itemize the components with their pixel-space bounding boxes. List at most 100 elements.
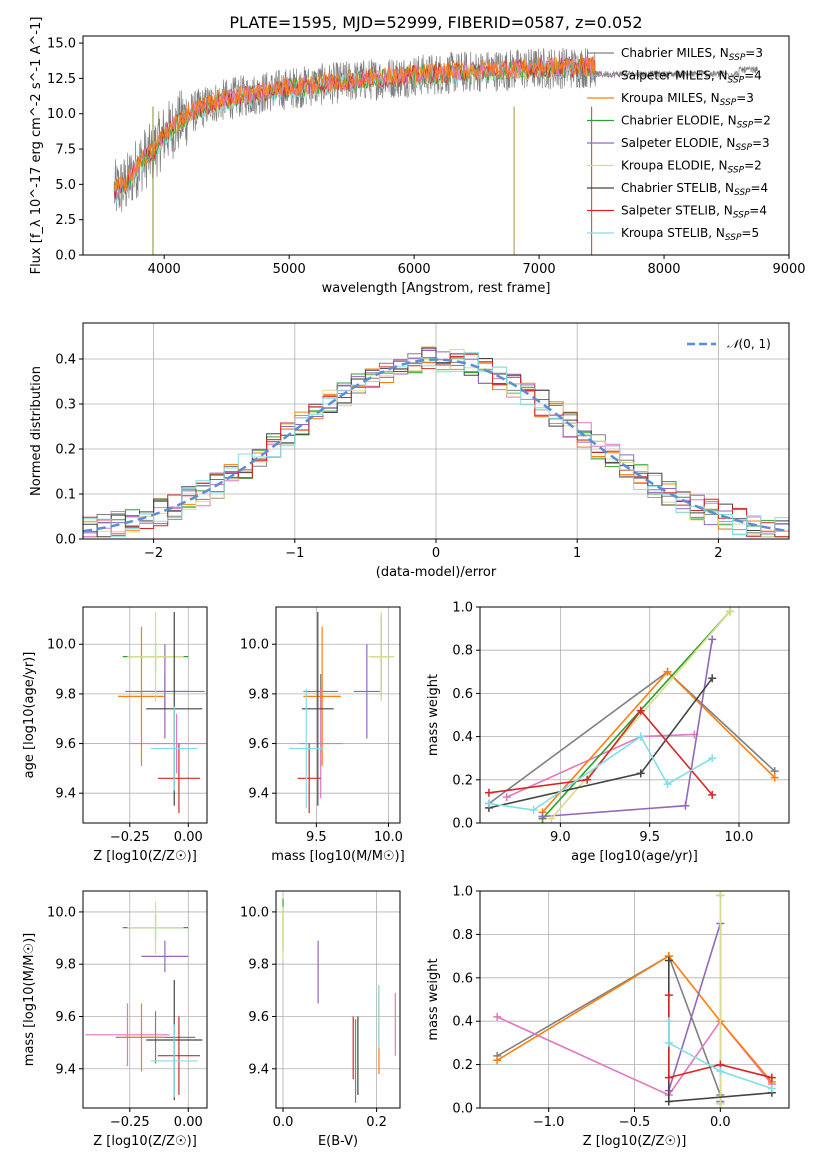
legend-text: =4: [749, 204, 767, 218]
legend-label: Kroupa MILES, NSSP=3: [621, 91, 754, 108]
x-tick-label: 0.2: [366, 1115, 387, 1130]
legend-sub: SSP: [733, 211, 750, 221]
legend-text: =5: [741, 226, 759, 240]
plot-area: [118, 611, 207, 814]
y-axis-label: mass weight: [426, 674, 441, 756]
y-axis-label: Normed distribution: [29, 366, 44, 496]
weight-marker: [664, 1097, 673, 1106]
weight-marker: [716, 1099, 725, 1108]
legend-label: Chabrier ELODIE, NSSP=2: [621, 114, 771, 131]
weight-marker: [538, 812, 547, 821]
plot-frame: [82, 35, 790, 256]
histogram-series: [83, 352, 789, 538]
y-tick-label: 0.0: [55, 249, 76, 264]
y-tick-label: 9.4: [55, 1062, 76, 1077]
x-tick-label: 9.5: [639, 830, 660, 845]
weight-marker: [484, 788, 493, 797]
x-tick-label: 4000: [148, 262, 181, 277]
legend-label: Salpeter ELODIE, NSSP=3: [621, 136, 770, 153]
y-tick-label: 10.0: [47, 107, 76, 122]
legend-text: Chabrier ELODIE, N: [621, 114, 737, 128]
plot-frame: [82, 322, 790, 540]
x-tick-label: −1: [285, 546, 304, 561]
y-tick-label: 0.8: [452, 644, 473, 659]
x-tick-label: 6000: [398, 262, 431, 277]
weight-line: [550, 610, 731, 820]
chart-age_vs_mass: 9.5 10.0 9.4 9.6 9.8 10.0 mass [log10(M/M☉)]: [240, 606, 405, 864]
chart-spectrum: 4000 5000 6000 7000 8000 9000 0.0 2.5 5.0 7.5 10.0…: [29, 13, 806, 296]
plot-frame: [479, 606, 790, 824]
x-tick-label: 9.5: [306, 830, 327, 845]
y-tick-label: 0.0: [55, 533, 76, 548]
y-tick-label: 9.8: [55, 687, 76, 702]
legend-sub: SSP: [728, 166, 745, 176]
legend-label: Kroupa STELIB, NSSP=5: [621, 226, 759, 243]
weight-line: [541, 610, 731, 820]
plot-area: [288, 611, 395, 814]
chart-mass_weight_vs_Z: −1.0 −0.5 0.0 0.0 0.2 0.4 0.6 0.8 1.0 Z [log10(Z/…: [426, 885, 790, 1149]
x-axis-label: age [log10(age/yr)]: [571, 849, 698, 864]
weight-marker: [664, 956, 673, 965]
plot-area: [113, 47, 758, 255]
y-tick-label: 9.8: [248, 687, 269, 702]
weight-marker: [502, 793, 511, 802]
chart-residuals: −2 −1 0 1 2 0.0 0.1 0.2 0.3 0.4 (data-model)/error…: [29, 322, 790, 580]
y-tick-label: 1.0: [452, 601, 473, 616]
legend-sub: SSP: [720, 98, 737, 108]
plot-area: [493, 891, 776, 1108]
plot-area: [85, 901, 203, 1101]
y-tick-label: 7.5: [55, 143, 76, 158]
legend-sub: SSP: [737, 121, 754, 131]
legend-text: Salpeter MILES, N: [621, 69, 728, 83]
x-axis-label: E(B-V): [318, 1134, 358, 1149]
x-tick-label: −0.25: [110, 830, 150, 845]
weight-marker: [529, 806, 538, 815]
y-axis-label: mass weight: [426, 958, 441, 1040]
y-tick-label: 0.2: [55, 443, 76, 458]
y-axis-label: Flux [f_λ 10^-17 erg cm^-2 s^-1 A^-1]: [29, 17, 44, 275]
x-axis-label: (data-model)/error: [376, 565, 497, 580]
weight-marker: [664, 1073, 673, 1082]
x-tick-label: 10.0: [725, 830, 754, 845]
y-tick-label: 0.1: [55, 488, 76, 503]
weight-marker: [664, 1038, 673, 1047]
chart-mass_weight_vs_age: 9.0 9.5 10.0 0.0 0.2 0.4 0.6 0.8 1.0 age [log10(a…: [426, 601, 790, 864]
histogram-series: [83, 347, 789, 538]
y-tick-label: 9.8: [248, 958, 269, 973]
x-tick-label: 1: [573, 546, 581, 561]
x-tick-label: 0.00: [174, 1115, 203, 1130]
y-tick-label: 5.0: [55, 178, 76, 193]
y-tick-label: 10.0: [47, 905, 76, 920]
weight-marker: [767, 1084, 776, 1093]
legend-text: Chabrier MILES, N: [621, 46, 729, 60]
legend-text: =4: [744, 69, 762, 83]
y-tick-label: 0.4: [452, 730, 473, 745]
y-tick-label: 9.4: [55, 787, 76, 802]
chart-mass_vs_Z: −0.25 0.00 9.4 9.6 9.8 10.0 Z [log10(Z/Z☉)] mas…: [22, 890, 208, 1149]
weight-line: [668, 1021, 773, 1090]
plot-frame: [82, 606, 208, 824]
legend-text: Kroupa STELIB, N: [621, 226, 725, 240]
y-axis-label: age [log10(age/yr)]: [22, 652, 37, 779]
weight-line: [496, 955, 773, 1083]
weight-marker: [767, 1073, 776, 1082]
weight-marker: [708, 790, 717, 799]
y-tick-label: 0.6: [452, 687, 473, 702]
plot-frame: [479, 890, 790, 1109]
weight-marker: [708, 635, 717, 644]
x-tick-label: 0.0: [273, 1115, 294, 1130]
x-tick-label: 10.0: [374, 830, 403, 845]
x-axis-label: Z [log10(Z/Z☉)]: [93, 1134, 197, 1149]
chart-age_vs_Z: −0.25 0.00 9.4 9.6 9.8 10.0 Z [log10(Z/Z☉)] age…: [22, 606, 208, 864]
x-tick-label: 7000: [523, 262, 556, 277]
plot-area: [484, 607, 779, 823]
legend-text: =2: [744, 159, 762, 173]
y-tick-label: 10.0: [240, 638, 269, 653]
legend-sub: SSP: [728, 76, 745, 86]
y-tick-label: 9.6: [248, 737, 269, 752]
y-tick-label: 12.5: [47, 72, 76, 87]
y-tick-label: 10.0: [240, 905, 269, 920]
x-tick-label: 0: [432, 546, 440, 561]
weight-marker: [636, 769, 645, 778]
weight-marker: [681, 801, 690, 810]
